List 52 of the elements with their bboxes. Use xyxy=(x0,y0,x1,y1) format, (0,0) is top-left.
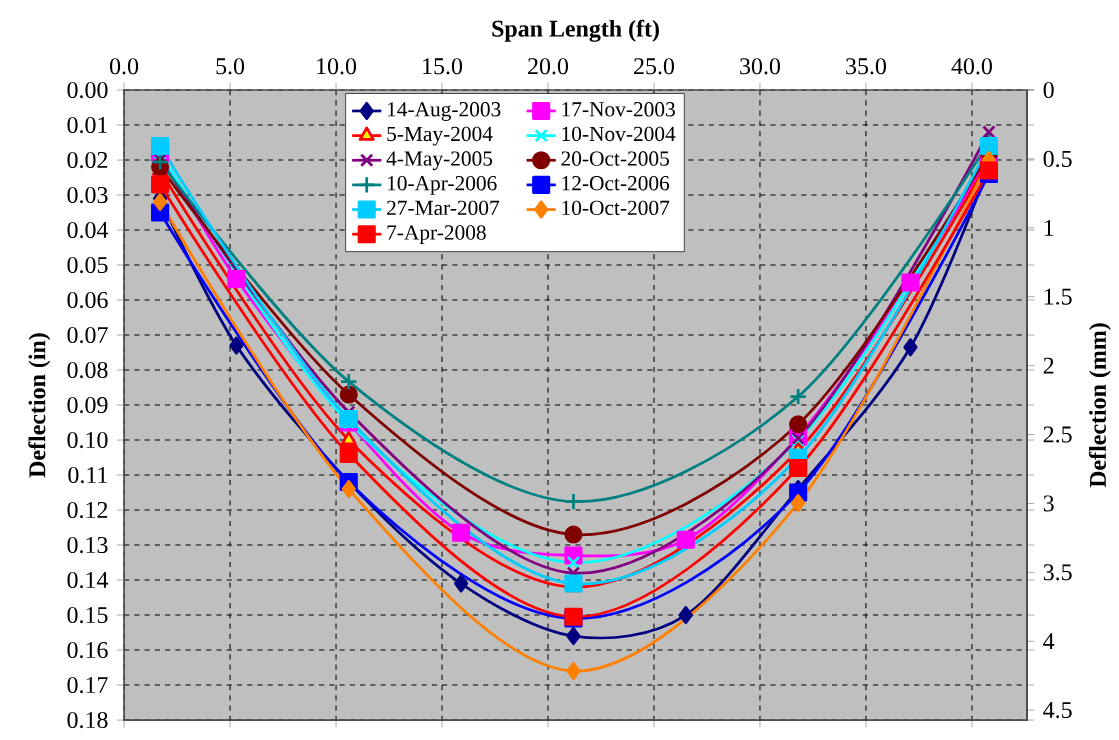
legend-label: 4-May-2005 xyxy=(386,151,493,171)
legend-label: 7-Apr-2008 xyxy=(387,225,486,245)
y-tick-label: 0.10 xyxy=(67,432,108,449)
x-tick-label: 15.0 xyxy=(423,58,463,75)
y-tick-label: 0.12 xyxy=(67,502,108,519)
y-tick-label: 0.03 xyxy=(67,187,108,204)
y-axis-title: Deflection (in) xyxy=(28,333,51,478)
y2-tick-label: 2.5 xyxy=(1043,426,1072,443)
legend-label: 10-Apr-2006 xyxy=(387,176,497,195)
y2-tick-label: 2 xyxy=(1043,357,1054,374)
y2-tick-label: 4.5 xyxy=(1043,702,1072,719)
y2-axis-title: Deflection (mm) xyxy=(1088,323,1111,488)
y-tick-label: 0.08 xyxy=(67,362,108,379)
y-tick-label: 0.01 xyxy=(67,117,108,134)
y2-tick-label: 0 xyxy=(1043,82,1054,99)
x-tick-label: 40.0 xyxy=(951,58,992,75)
y-tick-label: 0.17 xyxy=(67,677,108,694)
y-tick-label: 0.06 xyxy=(67,292,108,309)
y2-tick-label: 3.5 xyxy=(1043,564,1072,581)
y-tick-label: 0.18 xyxy=(67,712,108,729)
x-axis-title: Span Length (ft) xyxy=(492,19,659,43)
x-tick-label: 35.0 xyxy=(846,58,886,75)
x-tick-label: 30.0 xyxy=(740,58,780,75)
legend-label: 10-Nov-2004 xyxy=(562,126,676,142)
legend-label: 14-Aug-2003 xyxy=(387,102,501,122)
legend-label: 5-May-2004 xyxy=(387,126,493,146)
y-tick-label: 0.07 xyxy=(67,327,108,344)
legend-label: 27-Mar-2007 xyxy=(387,200,500,216)
legend-label: 17-Nov-2003 xyxy=(562,102,675,117)
legend-label: 10-Oct-2007 xyxy=(562,200,670,216)
y2-tick-label: 3 xyxy=(1043,495,1054,512)
y-tick-label: 0.15 xyxy=(67,607,108,624)
y-tick-label: 0.05 xyxy=(67,257,108,274)
y-tick-label: 0.14 xyxy=(67,572,109,589)
y2-tick-label: 1.5 xyxy=(1044,288,1072,306)
y-tick-label: 0.11 xyxy=(68,467,108,484)
x-tick-label: 0.0 xyxy=(110,58,139,75)
x-tick-label: 10.0 xyxy=(317,58,357,75)
y2-tick-label: 0.5 xyxy=(1043,151,1072,168)
y2-tick-label: 4 xyxy=(1043,633,1055,650)
legend-label: 12-Oct-2006 xyxy=(562,176,670,191)
legend-label: 20-Oct-2005 xyxy=(561,151,669,167)
y-tick-label: 0.02 xyxy=(67,152,108,169)
y2-tick-label: 1 xyxy=(1044,220,1054,236)
x-tick-label: 20.0 xyxy=(528,58,569,75)
y-tick-label: 0.09 xyxy=(67,397,108,414)
y-tick-label: 0.13 xyxy=(67,537,108,554)
y-tick-label: 0.16 xyxy=(67,642,108,659)
x-tick-label: 5.0 xyxy=(216,58,245,75)
x-tick-label: 25.0 xyxy=(634,58,675,75)
y-tick-label: 0.04 xyxy=(67,222,109,239)
y-tick-label: 0.00 xyxy=(67,82,108,99)
